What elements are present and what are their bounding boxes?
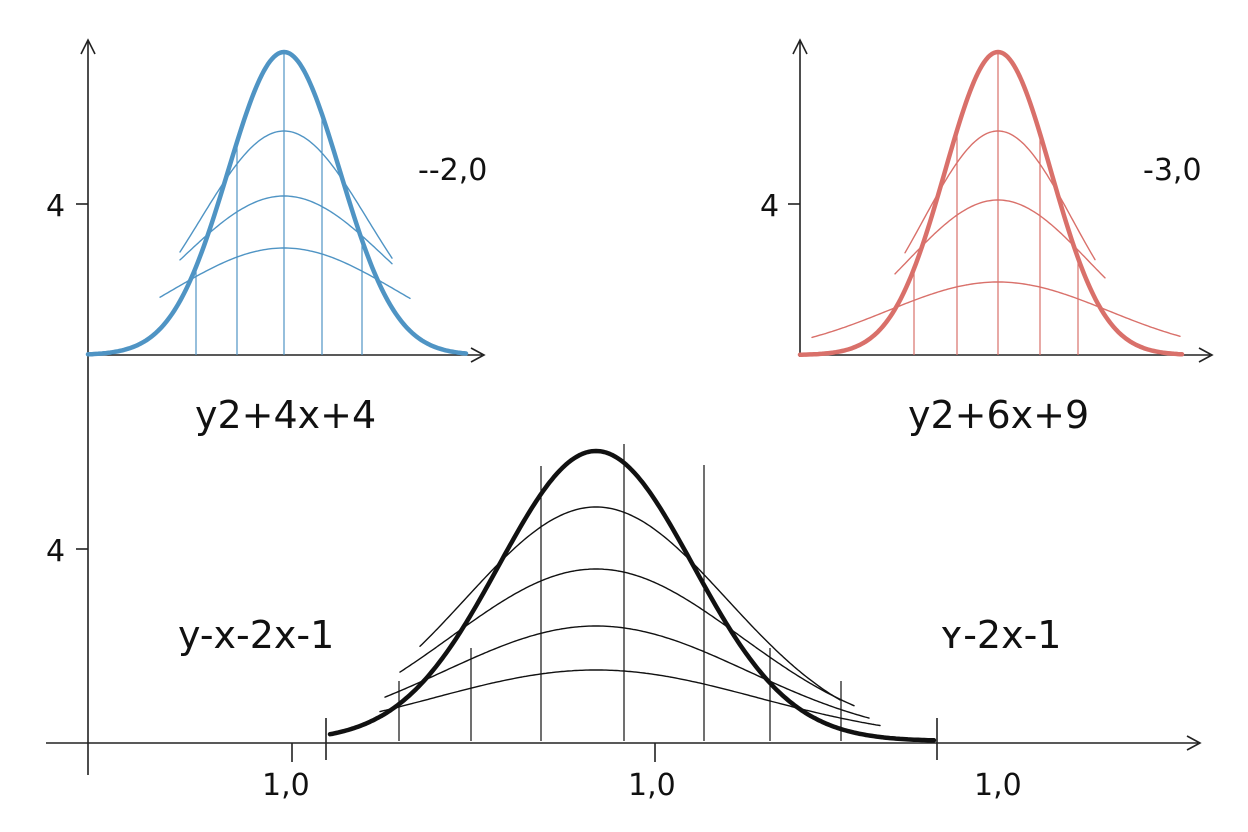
panel-top-right-inner-curve-3 [811,281,1181,339]
panel-top-left-coord-label: --2,0 [418,153,487,188]
panel-top-right-y-tick-label: 4 [760,189,779,224]
panel-top-right-inner-curve-1 [904,130,1096,261]
panel-top-left-outer-curve [85,49,469,357]
panel-bottom-x-arrow [1186,735,1202,751]
panel-top-right-curves [797,49,1185,357]
panel-top-right-x-arrow [1198,347,1214,363]
panel-bottom-inner-curve-4 [379,669,881,727]
panel-bottom-equation-right: ʏ-2x-1 [940,613,1061,657]
panel-bottom-x-tick-label-3: 1,0 [974,768,1022,803]
panel-top-left-y-tick-label: 4 [46,189,65,224]
panel-top-left-y-arrow [80,38,96,55]
panel-bottom-curves [327,444,937,743]
panel-top-right-coord-label: -3,0 [1143,153,1202,188]
panel-top-left-curves [85,49,469,357]
panel-top-left-inner-curve-3 [159,247,411,300]
panel-top-left-x-arrow [470,347,486,363]
panel-top-left-inner-curve-1 [179,130,393,259]
panel-bottom: 4 y-x-2x-1 ʏ-2x-1 1,0 1,0 1,0 [46,357,1202,803]
panel-top-right-inner-curve-2 [894,199,1106,279]
panel-bottom-equation-left: y-x-2x-1 [178,613,334,657]
panel-top-right-equation: y2+6x+9 [908,393,1089,437]
panel-top-right-outer-curve [797,49,1185,357]
panel-bottom-x-tick-label-2: 1,0 [628,768,676,803]
panel-top-left-equation: y2+4x+4 [195,393,376,437]
panel-top-right: 4 -3,0 y2+6x+9 [760,38,1214,437]
panel-bottom-inner-curve-2 [399,568,855,707]
panel-bottom-outer-curve [327,448,937,743]
panel-top-right-y-arrow [792,38,808,55]
panel-bottom-y-tick-label: 4 [46,534,65,569]
panel-bottom-x-tick-label-1: 1,0 [262,768,310,803]
panel-bottom-inner-curve-3 [384,625,870,719]
panel-bottom-inner-curve-1 [419,506,841,701]
panel-top-left: 4 --2,0 y2+4x+4 [46,38,487,437]
